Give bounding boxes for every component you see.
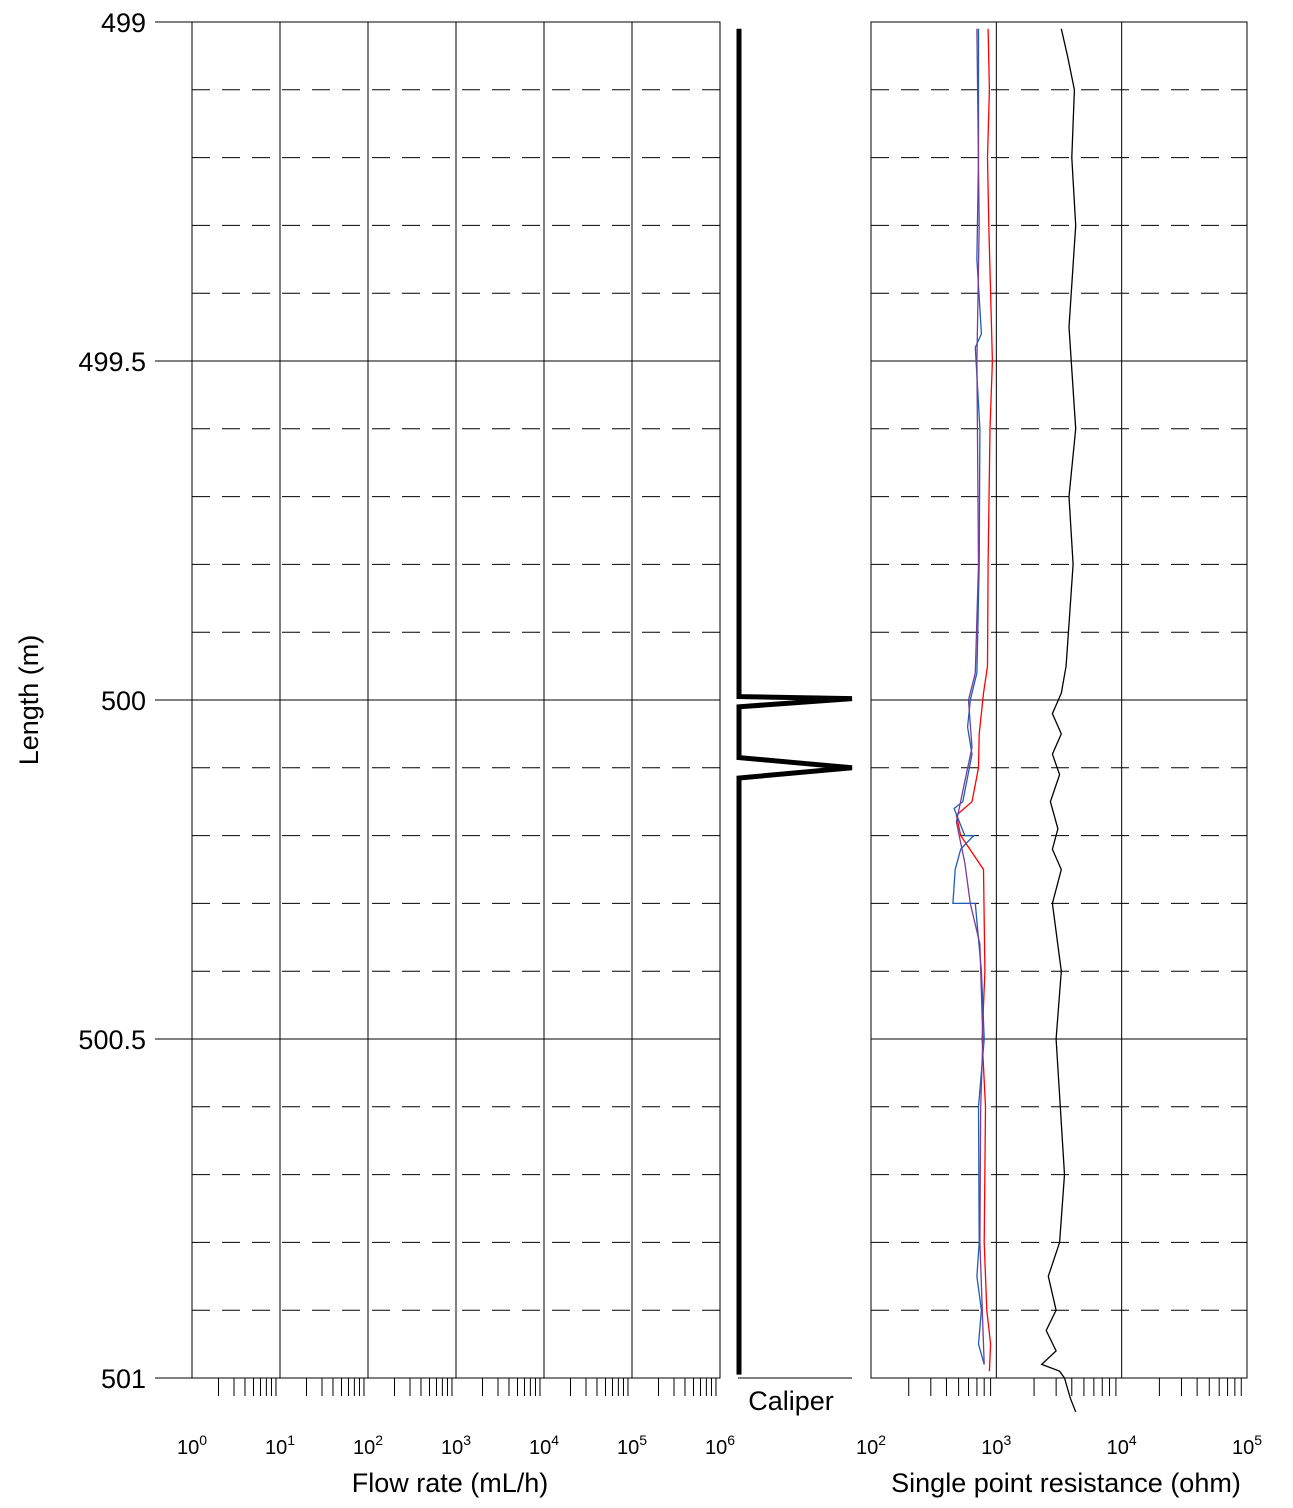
resistance-tick-label: 104: [1107, 1432, 1137, 1459]
length-tick-label: 499.5: [78, 347, 146, 377]
flow-rate-panel: 100 101 102 103 104 105 106 499 499.5 500 500.5 50…: [14, 8, 735, 1498]
flow-rate-tick-label: 100: [177, 1432, 207, 1459]
length-tick-label: 500.5: [78, 1025, 146, 1055]
resistance-x-tick-labels: 102 103 104 105: [856, 1432, 1262, 1459]
flow-rate-tick-label: 103: [441, 1432, 471, 1459]
flow-rate-tick-label: 101: [265, 1432, 295, 1459]
flow-rate-tick-label: 106: [705, 1432, 735, 1459]
flow-rate-minor-ticks: [217, 1378, 717, 1396]
length-axis-label: Length (m): [14, 635, 44, 766]
caliper-axis-label: Caliper: [748, 1386, 834, 1416]
resistance-minor-ticks: [908, 1378, 1242, 1396]
flow-rate-x-tick-labels: 100 101 102 103 104 105 106: [177, 1432, 735, 1459]
caliper-series-line: [736, 28, 853, 1375]
flow-rate-grid: [192, 22, 720, 1378]
resistance-series: [952, 28, 1077, 1413]
resistance-tick-label: 105: [1232, 1432, 1262, 1459]
flow-rate-axis-label: Flow rate (mL/h): [352, 1468, 549, 1498]
resistance-frame: [870, 21, 1248, 1379]
flow-rate-tick-label: 102: [353, 1432, 383, 1459]
length-tick-label: 500: [101, 686, 146, 716]
caliper-panel: Caliper: [736, 28, 853, 1416]
resistance-tick-label: 103: [981, 1432, 1011, 1459]
flow-rate-tick-label: 104: [529, 1432, 559, 1459]
length-tick-label: 501: [101, 1364, 146, 1394]
length-tick-labels: 499 499.5 500 500.5 501: [78, 8, 192, 1394]
resistance-panel: 102 103 104 105 Single point resistance (oh…: [856, 21, 1262, 1498]
resistance-tick-label: 102: [856, 1432, 886, 1459]
resistance-series-line-1: [955, 28, 994, 1372]
flow-rate-tick-label: 105: [617, 1432, 647, 1459]
resistance-axis-label: Single point resistance (ohm): [891, 1468, 1241, 1498]
resistance-series-line-3: [955, 28, 985, 1365]
resistance-grid: [871, 22, 1247, 1378]
length-tick-label: 499: [101, 8, 146, 38]
resistance-series-line-4: [1040, 28, 1077, 1413]
